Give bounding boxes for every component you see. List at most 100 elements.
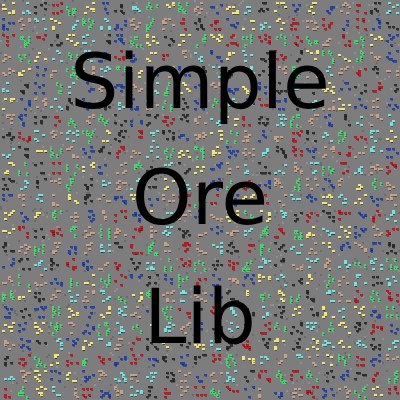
lapis-ore-icon <box>244 98 255 105</box>
diamond-ore-icon <box>230 306 237 317</box>
gold-ore-icon <box>370 34 383 47</box>
lapis-ore-icon <box>196 374 207 383</box>
coal-ore-icon <box>162 356 175 363</box>
gold-ore-icon <box>210 130 223 141</box>
lapis-ore-icon <box>274 392 283 399</box>
emerald-ore-icon <box>326 274 335 288</box>
iron-ore-icon <box>210 372 223 383</box>
lapis-ore-icon <box>20 98 31 111</box>
iron-ore-icon <box>324 258 331 271</box>
iron-ore-icon <box>130 374 139 383</box>
diamond-ore-icon <box>306 322 317 331</box>
diamond-ore-icon <box>386 276 397 287</box>
lapis-ore-icon <box>386 34 399 47</box>
coal-ore-icon <box>310 308 319 317</box>
redstone-ore-icon <box>52 162 61 175</box>
iron-ore-icon <box>370 164 383 175</box>
gold-ore-icon <box>130 66 143 79</box>
redstone-ore-icon <box>18 354 31 367</box>
diamond-ore-icon <box>262 306 269 319</box>
emerald-ore-icon <box>148 242 159 256</box>
coal-ore-icon <box>294 212 303 223</box>
diamond-ore-icon <box>354 274 367 287</box>
diamond-ore-icon <box>100 290 111 303</box>
iron-ore-icon <box>278 194 287 207</box>
diamond-ore-icon <box>56 338 63 351</box>
emerald-ore-icon <box>274 322 287 332</box>
lapis-ore-icon <box>82 98 91 111</box>
emerald-ore-icon <box>260 226 269 238</box>
lapis-ore-icon <box>212 274 221 287</box>
coal-ore-icon <box>322 210 335 223</box>
coal-ore-icon <box>386 22 399 31</box>
gold-ore-icon <box>212 146 221 157</box>
redstone-ore-icon <box>114 262 121 271</box>
redstone-ore-icon <box>370 324 383 335</box>
lapis-ore-icon <box>194 100 207 111</box>
diamond-ore-icon <box>276 114 287 127</box>
redstone-ore-icon <box>210 20 221 31</box>
emerald-ore-icon <box>260 244 271 256</box>
iron-ore-icon <box>322 100 335 111</box>
coal-ore-icon <box>2 178 15 191</box>
iron-ore-icon <box>2 54 11 63</box>
emerald-ore-icon <box>2 290 15 302</box>
emerald-ore-icon <box>194 200 207 208</box>
lapis-ore-icon <box>180 354 189 367</box>
coal-ore-icon <box>244 322 251 331</box>
coal-ore-icon <box>258 162 271 175</box>
iron-ore-icon <box>130 306 141 319</box>
diamond-ore-icon <box>244 66 255 77</box>
diamond-ore-icon <box>338 194 347 205</box>
lapis-ore-icon <box>66 338 79 347</box>
gold-ore-icon <box>322 194 333 207</box>
iron-ore-icon <box>278 66 287 75</box>
iron-ore-icon <box>114 338 123 351</box>
lapis-ore-icon <box>164 274 173 285</box>
coal-ore-icon <box>130 258 141 271</box>
diamond-ore-icon <box>244 6 251 15</box>
lapis-ore-icon <box>258 130 267 143</box>
iron-ore-icon <box>340 2 351 15</box>
lapis-ore-icon <box>84 306 95 319</box>
lapis-ore-icon <box>386 148 399 159</box>
gold-ore-icon <box>338 54 351 63</box>
coal-ore-icon <box>34 2 47 15</box>
lapis-ore-icon <box>82 260 93 271</box>
coal-ore-icon <box>258 66 271 77</box>
coal-ore-icon <box>292 338 301 351</box>
gold-ore-icon <box>34 370 47 383</box>
diamond-ore-icon <box>386 210 397 223</box>
coal-ore-icon <box>354 372 367 381</box>
coal-ore-icon <box>34 292 45 303</box>
gold-ore-icon <box>242 20 255 31</box>
gold-ore-icon <box>162 338 175 349</box>
lapis-ore-icon <box>326 6 335 15</box>
lapis-ore-icon <box>82 370 95 383</box>
iron-ore-icon <box>162 290 175 303</box>
diamond-ore-icon <box>356 340 367 349</box>
coal-ore-icon <box>164 36 175 47</box>
iron-ore-icon <box>52 242 61 255</box>
redstone-ore-icon <box>66 258 77 271</box>
iron-ore-icon <box>292 264 303 271</box>
coal-ore-icon <box>312 84 319 95</box>
redstone-ore-icon <box>162 54 169 61</box>
coal-ore-icon <box>66 98 73 111</box>
coal-ore-icon <box>162 130 175 141</box>
emerald-ore-icon <box>20 36 31 48</box>
gold-ore-icon <box>226 210 239 223</box>
emerald-ore-icon <box>322 166 335 176</box>
diamond-ore-icon <box>2 148 15 159</box>
diamond-ore-icon <box>52 50 63 63</box>
gold-ore-icon <box>194 166 205 175</box>
gold-ore-icon <box>194 344 205 351</box>
lapis-ore-icon <box>114 84 125 93</box>
diamond-ore-icon <box>244 164 249 175</box>
iron-ore-icon <box>180 322 191 335</box>
iron-ore-icon <box>306 20 319 31</box>
coal-ore-icon <box>146 274 159 287</box>
redstone-ore-icon <box>342 34 351 47</box>
emerald-ore-icon <box>226 354 237 368</box>
